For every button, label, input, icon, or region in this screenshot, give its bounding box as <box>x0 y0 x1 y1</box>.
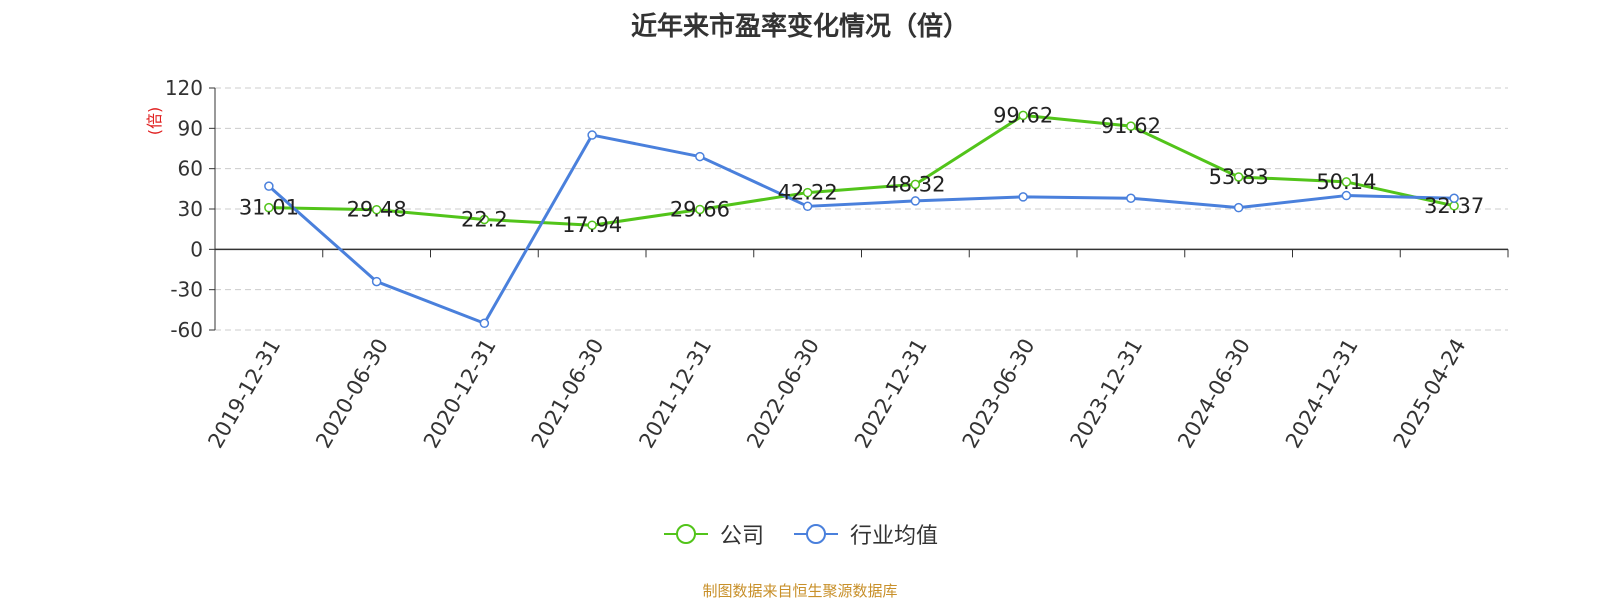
y-tick-label: 60 <box>178 157 203 181</box>
x-tick-label: 2025-04-24 <box>1389 335 1471 453</box>
legend-label-industry-average: 行业均值 <box>850 524 939 549</box>
legend-item-company[interactable]: 公司 <box>662 518 764 550</box>
data-point-company <box>371 204 382 215</box>
line-chart: -60 -30 0 30 60 90 120(倍) 2019-12-31 2020-06-30 2… <box>145 76 1509 453</box>
y-tick-label: 0 <box>190 237 203 261</box>
x-tick-label: 2021-12-31 <box>634 335 716 453</box>
legend-item-industry-average[interactable]: 行业均值 <box>792 518 938 550</box>
data-label-company: 42.22 <box>778 181 838 205</box>
data-label-company: 29.48 <box>347 198 407 222</box>
data-point-company <box>802 187 813 198</box>
legend-marker-industry-icon <box>794 524 838 544</box>
series-line-industry-average <box>267 133 1455 325</box>
data-point-company <box>479 214 490 225</box>
data-point-company <box>1018 110 1028 121</box>
data-point-industry-average <box>479 318 490 329</box>
data-point-industry-average <box>802 201 813 212</box>
data-point-industry-average <box>587 130 597 140</box>
y-tick-label: -30 <box>170 278 203 302</box>
data-label-company: 32.37 <box>1424 194 1484 218</box>
y-tick-label: -60 <box>170 318 203 342</box>
data-point-industry-average <box>695 151 705 162</box>
x-tick-label: 2021-06-30 <box>527 335 609 453</box>
y-tick-label: 120 <box>165 76 203 100</box>
x-tick-label: 2020-06-30 <box>311 335 393 453</box>
x-tick-label: 2019-12-31 <box>203 335 285 453</box>
legend-marker-company-icon <box>663 524 708 544</box>
x-tick-label: 2020-12-31 <box>419 335 501 453</box>
x-tick-label: 2023-06-30 <box>958 335 1040 453</box>
data-point-company <box>587 220 597 230</box>
data-point-company <box>1233 172 1244 182</box>
data-point-industry-average <box>1341 190 1352 201</box>
series-line-company <box>268 113 1455 227</box>
x-tick-label: 2024-06-30 <box>1173 335 1255 453</box>
x-tick-label: 2024-12-31 <box>1281 335 1363 453</box>
data-label-company: 17.94 <box>562 213 622 237</box>
data-label-company: 99.62 <box>993 103 1053 127</box>
data-point-industry-average <box>1018 192 1028 202</box>
data-label-company: 29.66 <box>670 197 730 221</box>
y-axis-label: (倍) <box>145 107 164 136</box>
data-point-industry-average <box>910 196 921 206</box>
data-point-company <box>1126 121 1136 131</box>
data-point-industry-average <box>264 181 274 191</box>
data-label-company: 48.32 <box>885 172 945 196</box>
data-point-industry-average <box>1233 202 1244 213</box>
x-tick-label: 2022-12-31 <box>850 335 932 453</box>
data-label-company: 31.01 <box>239 196 299 220</box>
data-point-industry-average <box>371 276 382 287</box>
data-point-industry-average <box>1126 193 1136 203</box>
data-label-company: 22.2 <box>461 207 508 231</box>
y-tick-label: 90 <box>178 116 203 140</box>
data-point-company <box>264 202 274 213</box>
data-point-company <box>695 204 705 215</box>
x-tick-label: 2023-12-31 <box>1065 335 1147 453</box>
chart-title: 近年来市盈率变化情况（倍） <box>630 12 969 42</box>
y-tick-label: 30 <box>178 197 203 221</box>
data-point-industry-average <box>1449 193 1459 203</box>
data-label-company: 91.62 <box>1101 114 1161 138</box>
data-label-company: 50.14 <box>1316 170 1376 194</box>
data-point-company <box>910 179 921 190</box>
data-source-note: 制图数据来自恒生聚源数据库 <box>702 582 898 600</box>
x-tick-label: 2022-06-30 <box>742 335 824 453</box>
legend-label-company: 公司 <box>719 524 764 549</box>
data-point-company <box>1341 177 1352 187</box>
chart-legend: 公司 行业均值 <box>0 518 1600 550</box>
data-label-company: 53.83 <box>1209 165 1269 189</box>
